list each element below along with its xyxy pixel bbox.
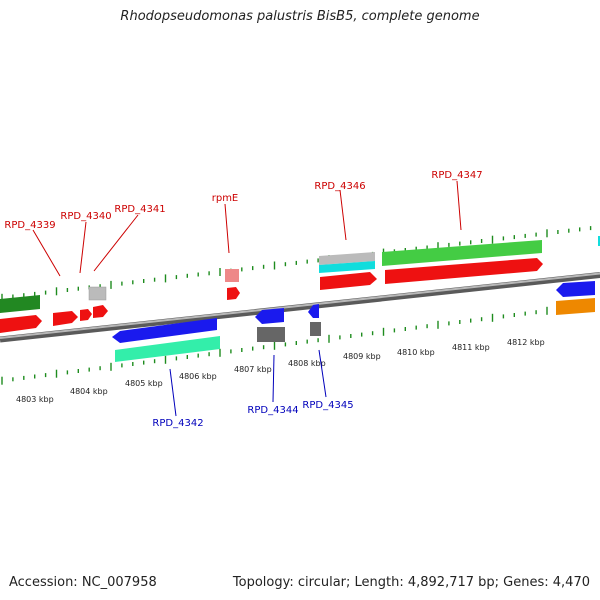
gene-feature-RPD_4346[interactable] <box>320 272 377 290</box>
gene-feature-red-long[interactable] <box>385 258 543 284</box>
bottom-tick-arc <box>1 303 592 385</box>
gene-feature-dark-green[interactable] <box>0 295 40 313</box>
gene-feature-rpmE[interactable] <box>227 287 240 300</box>
gene-feature-RPD_4345[interactable] <box>308 304 319 318</box>
gene-feature-gray-small[interactable] <box>88 286 107 301</box>
gene-label-rpmE[interactable]: rpmE <box>212 193 239 204</box>
gene-label-RPD_4340[interactable]: RPD_4340 <box>60 211 111 222</box>
gene-feature-red[interactable] <box>0 315 42 333</box>
gene-feature-RPD_4340[interactable] <box>80 309 92 321</box>
kbp-label: 4808 kbp <box>288 359 326 368</box>
genome-backbone <box>0 272 600 343</box>
gene-label-RPD_4342[interactable]: RPD_4342 <box>152 418 203 429</box>
gene-feature-RPD_4339[interactable] <box>53 311 78 326</box>
gene-label-RPD_4347[interactable]: RPD_4347 <box>431 170 482 181</box>
kbp-label: 4806 kbp <box>179 372 217 381</box>
gene-label-RPD_4345[interactable]: RPD_4345 <box>302 400 353 411</box>
genome-title: Rhodopseudomonas palustris BisB5, comple… <box>120 9 480 24</box>
kbp-label: 4805 kbp <box>125 379 163 388</box>
gene-label-RPD_4344[interactable]: RPD_4344 <box>247 405 298 416</box>
kbp-label: 4810 kbp <box>397 348 435 357</box>
gene-feature-blue-right[interactable] <box>556 281 595 297</box>
gene-feature-gray-long[interactable] <box>319 252 375 265</box>
gene-label-RPD_4346[interactable]: RPD_4346 <box>314 181 365 192</box>
kbp-label: 4803 kbp <box>16 395 54 404</box>
kbp-label: 4811 kbp <box>452 343 490 352</box>
gene-label-RPD_4341[interactable]: RPD_4341 <box>114 204 165 215</box>
gene-feature-dark-gray[interactable] <box>257 327 285 342</box>
gene-feature-orange[interactable] <box>556 298 595 315</box>
gene-labels: RPD_4339 RPD_4340 RPD_4341 rpmE RPD_4346… <box>4 170 482 429</box>
gene-feature-cyan[interactable] <box>319 261 375 273</box>
gene-feature-teal[interactable] <box>115 336 220 362</box>
forward-strand-features <box>0 236 600 333</box>
kbp-label: 4804 kbp <box>70 387 108 396</box>
leader-lines <box>32 180 462 417</box>
kbp-label: 4812 kbp <box>507 338 545 347</box>
gene-feature-RPD_4347[interactable] <box>382 240 542 266</box>
kbp-scale: 4803 kbp 4804 kbp 4805 kbp 4806 kbp 4807… <box>16 338 545 404</box>
gene-feature-dark-gray-small[interactable] <box>310 322 321 336</box>
gene-feature-RPD_4341[interactable] <box>93 305 108 318</box>
topology-text: Topology: circular; Length: 4,892,717 bp… <box>232 575 590 590</box>
kbp-label: 4807 kbp <box>234 365 272 374</box>
gene-feature-RPD_4342[interactable] <box>112 318 217 343</box>
reverse-strand-features <box>112 281 595 362</box>
kbp-label: 4809 kbp <box>343 352 381 361</box>
gene-feature-pink[interactable] <box>225 269 239 282</box>
gene-feature-RPD_4344[interactable] <box>255 308 284 324</box>
gene-feature-cyan-edge[interactable] <box>598 236 600 246</box>
gene-label-RPD_4339[interactable]: RPD_4339 <box>4 220 55 231</box>
accession-text: Accession: NC_007958 <box>9 575 157 590</box>
